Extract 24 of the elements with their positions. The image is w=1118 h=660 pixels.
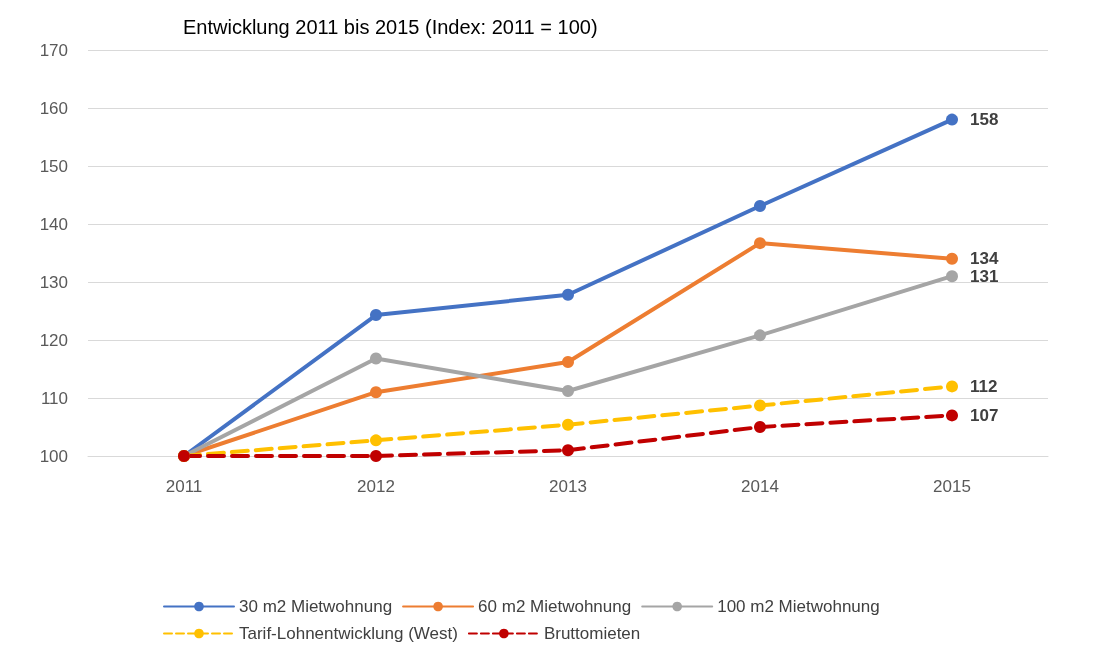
x-tick-label: 2014 — [741, 477, 779, 496]
data-label: 134 — [970, 249, 999, 269]
chart-title: Entwicklung 2011 bis 2015 (Index: 2011 = 100) — [183, 16, 598, 38]
y-tick-label: 150 — [39, 156, 68, 176]
legend-label: 30 m2 Mietwohnung — [239, 597, 393, 616]
x-tick-label: 2013 — [549, 477, 587, 496]
y-tick-label: 160 — [39, 98, 68, 118]
y-tick-label: 110 — [40, 388, 68, 408]
y-tick-label: 100 — [39, 446, 68, 466]
data-label: 131 — [970, 266, 999, 286]
legend-label: 60 m2 Mietwohnung — [478, 597, 632, 616]
data-label: 112 — [970, 376, 998, 396]
y-tick-label: 130 — [39, 272, 68, 292]
data-label: 107 — [970, 405, 999, 425]
x-tick-label: 2011 — [165, 477, 203, 496]
y-tick-label: 140 — [39, 214, 68, 234]
y-tick-label: 170 — [39, 40, 68, 60]
legend-label: Tarif-Lohnentwicklung (West) — [239, 624, 458, 643]
data-label: 158 — [970, 110, 999, 130]
legend-label: 100 m2 Mietwohnung — [717, 597, 880, 616]
legend-label: Bruttomieten — [543, 624, 641, 643]
x-tick-label: 2012 — [357, 477, 395, 496]
x-tick-label: 2015 — [933, 477, 971, 496]
y-tick-label: 120 — [39, 330, 68, 350]
